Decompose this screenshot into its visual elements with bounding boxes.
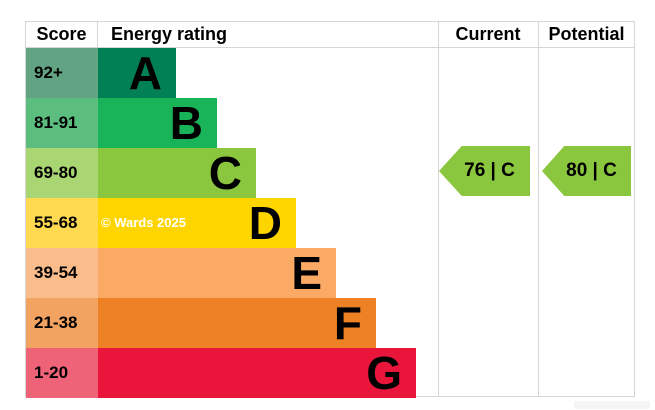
rating-bar: D [98,198,296,248]
score-header: Score [36,24,87,44]
epc-table: Score Energy rating Current Potential 92… [25,21,635,398]
rating-bar: B [98,98,217,148]
current-header: Current [455,24,521,44]
potential-header: Potential [548,24,625,44]
rating-bar: F [98,298,376,348]
rating-bar: C [98,148,256,198]
header-divider [26,47,634,48]
faint-watermark [574,401,650,409]
potential-column-divider [538,22,539,396]
current-arrow: 76 | C [439,146,530,196]
score-cell: 39-54 [26,248,98,298]
wards-watermark: © Wards 2025 [101,215,186,230]
score-cell: 92+ [26,48,98,98]
score-cell: 1-20 [26,348,98,398]
energy-rating-header: Energy rating [97,22,438,47]
score-cell: 69-80 [26,148,98,198]
score-cell: 21-38 [26,298,98,348]
potential-arrow: 80 | C [542,146,631,196]
current-column-divider [438,22,439,396]
score-cell: 81-91 [26,98,98,148]
rating-bar: A [98,48,176,98]
score-cell: 55-68 [26,198,98,248]
rating-bar: E [98,248,336,298]
rating-bar: G [98,348,416,398]
